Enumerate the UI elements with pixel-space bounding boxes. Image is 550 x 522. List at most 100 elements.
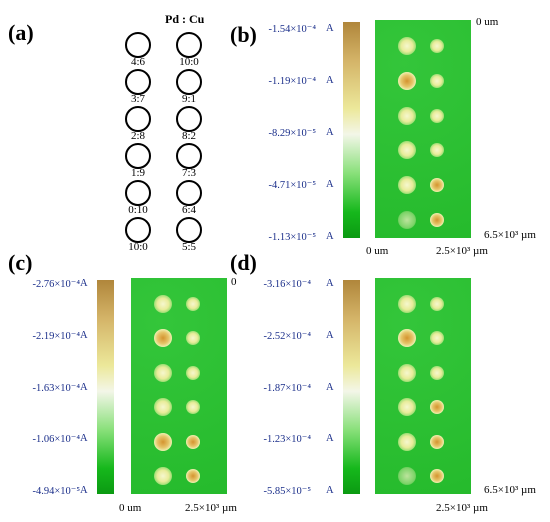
colorbar-tick-label: -1.23×10⁻⁴ [263, 434, 312, 446]
panel-b-top-right-label: 0 um [476, 16, 499, 28]
current-spot [398, 363, 416, 382]
current-spot [398, 295, 416, 313]
current-spot [398, 176, 416, 195]
unit-label: A [326, 23, 334, 34]
colorbar-tick-label: -4.94×10⁻⁵ [32, 486, 81, 497]
current-spot [430, 400, 444, 415]
unit-label: A [326, 433, 334, 445]
panel-c-current-map [131, 278, 227, 494]
panel-c-colorbar [97, 280, 114, 494]
panel-b-bottom-right-label: 6.5×10³ µm [484, 229, 536, 241]
current-spot [430, 143, 444, 158]
colorbar-tick-label: -1.06×10⁻⁴ [32, 434, 81, 446]
current-spot [398, 432, 416, 451]
electrode-circle [125, 217, 151, 243]
ratio-label: 1:9 [130, 167, 146, 179]
colorbar-tick-label: -2.76×10⁻⁴ [32, 279, 81, 290]
panel-c-top-right-label: 0 [231, 276, 237, 288]
current-spot [186, 297, 200, 311]
panel-d-label: (d) [230, 250, 257, 275]
electrode-circle [176, 32, 202, 58]
panel-b-x-left: 0 um [366, 245, 389, 257]
current-spot [398, 329, 416, 348]
colorbar-tick-label: -1.54×10⁻⁴ [268, 24, 317, 35]
current-spot [186, 331, 200, 346]
ratio-label: 10:0 [128, 241, 148, 253]
electrode-circle [176, 143, 202, 169]
colorbar-tick-label: -2.19×10⁻⁴ [32, 330, 81, 342]
ratio-label: 3:7 [130, 93, 146, 105]
electrode-circle [176, 106, 202, 132]
current-spot [430, 39, 444, 53]
colorbar-tick-label: -1.63×10⁻⁴ [32, 382, 81, 394]
current-spot [186, 400, 200, 415]
current-spot [154, 398, 172, 417]
electrode-circle [125, 106, 151, 132]
panel-a-label: (a) [8, 20, 34, 45]
colorbar-tick-label: -1.87×10⁻⁴ [263, 382, 312, 394]
current-spot [398, 106, 416, 125]
unit-label: A [326, 179, 334, 190]
current-spot [398, 211, 416, 229]
current-spot [430, 434, 444, 449]
panel-b-colorbar [343, 22, 360, 238]
ratio-label: 5:5 [181, 241, 197, 253]
electrode-circle [125, 69, 151, 95]
panel-b-current-map [375, 20, 471, 238]
unit-label: A [326, 278, 334, 289]
panel-c-x-left: 0 um [119, 502, 142, 514]
colorbar-tick-label: -1.13×10⁻⁵ [268, 232, 317, 243]
current-spot [154, 295, 172, 313]
current-spot [398, 398, 416, 417]
ratio-label: 7:3 [181, 167, 197, 179]
electrode-circle [125, 32, 151, 58]
current-spot [154, 432, 172, 451]
current-spot [430, 469, 444, 483]
current-spot [430, 213, 444, 227]
ratio-label: 0:10 [128, 204, 148, 216]
panel-c-label: (c) [8, 250, 33, 275]
current-spot [430, 108, 444, 123]
unit-label: A [326, 485, 334, 496]
unit-label: A [80, 485, 88, 496]
current-spot [430, 331, 444, 346]
unit-label: A [80, 329, 88, 341]
panel-b-x-right: 2.5×10³ µm [436, 245, 488, 257]
current-spot [398, 37, 416, 55]
current-spot [430, 73, 444, 88]
pd-cu-header: Pd : Cu [165, 12, 205, 26]
current-spot [154, 467, 172, 485]
ratio-label: 10:0 [179, 56, 199, 68]
current-spot [430, 365, 444, 380]
ratio-label: 9:1 [181, 93, 197, 105]
electrode-circle [176, 180, 202, 206]
current-spot [186, 469, 200, 483]
unit-label: A [80, 278, 88, 289]
panel-d-current-map [375, 278, 471, 494]
ratio-label: 8:2 [181, 130, 197, 142]
electrode-circle [176, 69, 202, 95]
ratio-label: 2:8 [130, 130, 146, 142]
colorbar-tick-label: -2.52×10⁻⁴ [263, 330, 312, 342]
unit-label: A [80, 381, 88, 393]
colorbar-tick-label: -1.19×10⁻⁴ [268, 76, 317, 87]
unit-label: A [326, 75, 334, 86]
electrode-circle [125, 143, 151, 169]
panel-d-x-right: 2.5×10³ µm [436, 502, 488, 514]
unit-label: A [326, 381, 334, 393]
current-spot [154, 363, 172, 382]
current-spot [186, 365, 200, 380]
electrode-circle [176, 217, 202, 243]
current-spot [398, 141, 416, 160]
panel-d-bottom-right-label: 6.5×10³ µm [484, 484, 536, 496]
ratio-label: 4:6 [130, 56, 146, 68]
current-spot [398, 467, 416, 485]
unit-label: A [326, 127, 334, 138]
panel-b-label: (b) [230, 22, 257, 47]
current-spot [186, 434, 200, 449]
current-spot [398, 71, 416, 90]
ratio-label: 6:4 [181, 204, 197, 216]
current-spot [154, 329, 172, 348]
panel-c-x-right: 2.5×10³ µm [185, 502, 237, 514]
panel-d-colorbar [343, 280, 360, 494]
